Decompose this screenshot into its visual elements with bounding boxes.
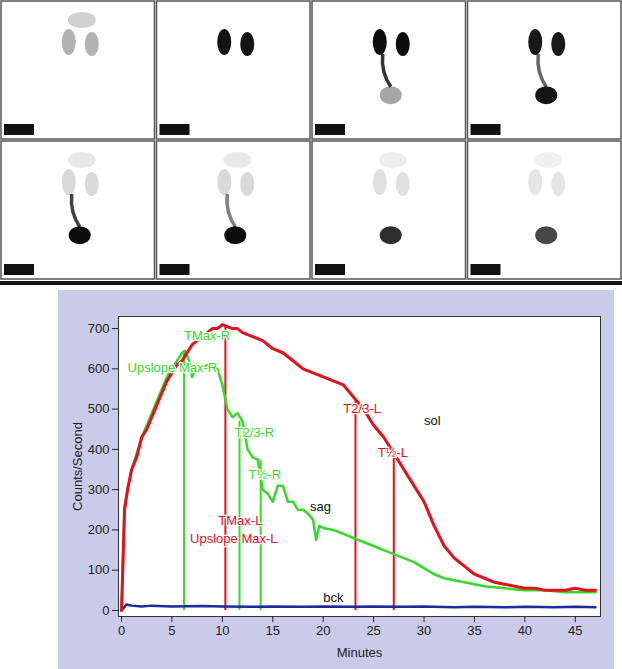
svg-text:100: 100	[88, 562, 110, 577]
svg-text:sol: sol	[424, 413, 441, 428]
svg-text:10: 10	[215, 623, 229, 638]
svg-text:T½-L: T½-L	[378, 445, 408, 460]
svg-text:30: 30	[417, 623, 431, 638]
svg-text:40: 40	[518, 623, 532, 638]
svg-text:Upslope Max-R: Upslope Max-R	[128, 360, 218, 375]
svg-text:0: 0	[102, 603, 109, 618]
svg-text:T2/3-R: T2/3-R	[234, 425, 274, 440]
svg-text:TMax-L: TMax-L	[218, 513, 262, 528]
svg-text:500: 500	[88, 401, 110, 416]
svg-text:25: 25	[366, 623, 380, 638]
svg-text:bck: bck	[323, 590, 344, 605]
svg-text:300: 300	[88, 482, 110, 497]
svg-text:200: 200	[88, 522, 110, 537]
svg-text:45: 45	[568, 623, 582, 638]
svg-text:15: 15	[266, 623, 280, 638]
svg-text:Minutes: Minutes	[337, 645, 383, 660]
svg-text:20: 20	[316, 623, 330, 638]
svg-text:600: 600	[88, 361, 110, 376]
svg-text:TMax-R: TMax-R	[184, 328, 230, 343]
svg-text:0: 0	[118, 623, 125, 638]
svg-text:T2/3-L: T2/3-L	[343, 401, 381, 416]
svg-text:sag: sag	[310, 499, 331, 514]
svg-text:5: 5	[168, 623, 175, 638]
svg-text:400: 400	[88, 442, 110, 457]
svg-text:Counts/Second: Counts/Second	[70, 422, 85, 511]
svg-text:700: 700	[88, 321, 110, 336]
svg-text:35: 35	[467, 623, 481, 638]
svg-text:T½-R: T½-R	[249, 467, 282, 482]
svg-text:Upslope Max-L: Upslope Max-L	[190, 531, 277, 546]
